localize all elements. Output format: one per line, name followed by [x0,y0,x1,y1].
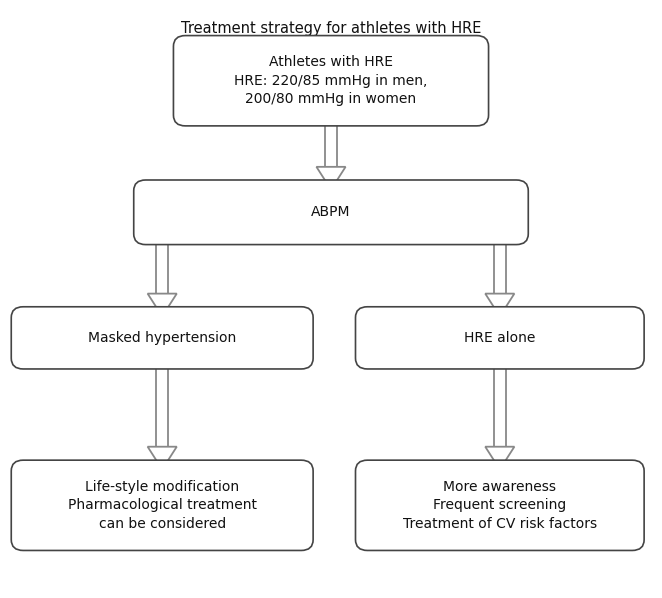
Polygon shape [494,234,506,294]
Polygon shape [494,358,506,447]
FancyBboxPatch shape [173,36,489,126]
Polygon shape [148,294,177,316]
FancyBboxPatch shape [134,180,528,245]
Text: Treatment strategy for athletes with HRE: Treatment strategy for athletes with HRE [181,21,481,36]
Polygon shape [156,358,168,447]
Text: Life-style modification
Pharmacological treatment
can be considered: Life-style modification Pharmacological … [68,480,257,530]
Text: HRE alone: HRE alone [464,331,536,345]
Polygon shape [148,447,177,469]
Polygon shape [325,115,337,167]
Text: More awareness
Frequent screening
Treatment of CV risk factors: More awareness Frequent screening Treatm… [402,480,597,530]
Polygon shape [156,234,168,294]
FancyBboxPatch shape [11,307,313,369]
FancyBboxPatch shape [11,460,313,550]
FancyBboxPatch shape [355,460,644,550]
Polygon shape [316,167,346,190]
Text: Masked hypertension: Masked hypertension [88,331,236,345]
Polygon shape [485,447,514,469]
Polygon shape [485,294,514,316]
Text: ABPM: ABPM [311,205,351,219]
FancyBboxPatch shape [355,307,644,369]
Text: Athletes with HRE
HRE: 220/85 mmHg in men,
200/80 mmHg in women: Athletes with HRE HRE: 220/85 mmHg in me… [234,56,428,106]
